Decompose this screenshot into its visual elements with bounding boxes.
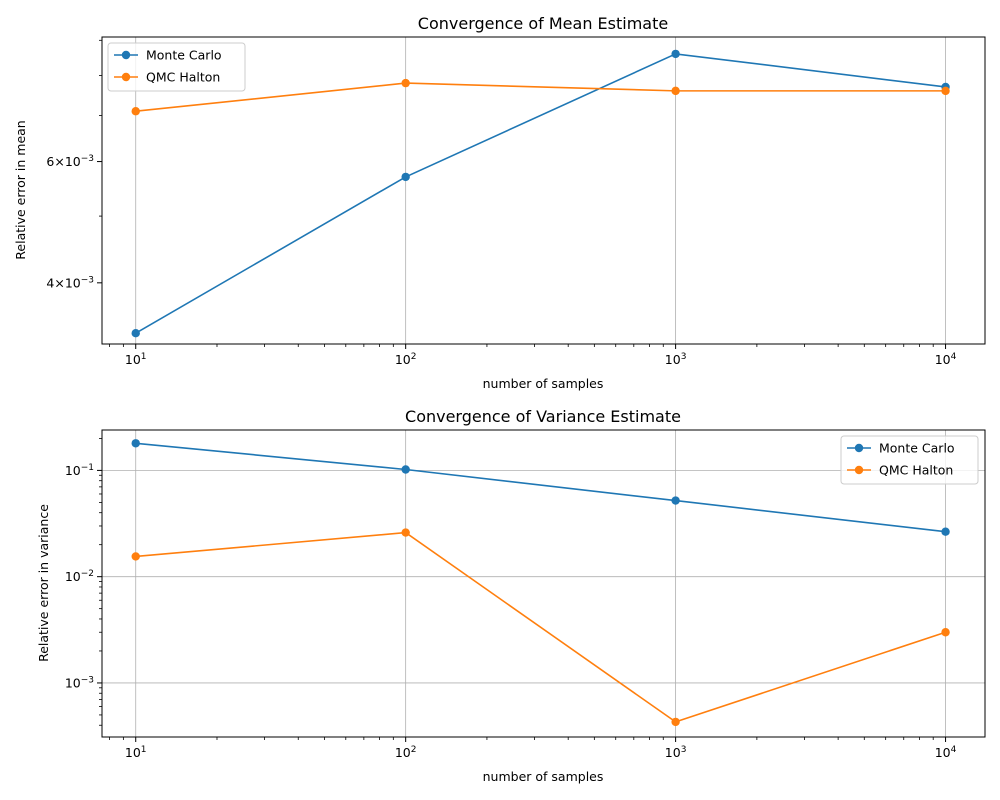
series-line	[135, 442, 946, 533]
legend-box	[107, 42, 246, 92]
x-tick-label: 104	[935, 352, 957, 367]
legend-entry: Monte Carlo	[847, 441, 955, 456]
mean-convergence-chart: Convergence of Mean Estimate number of s…	[13, 14, 986, 391]
y-axis-label: Relative error in variance	[36, 504, 51, 662]
ticks-layer: 101 102 103 104 4×10−3 6×10−3	[46, 39, 957, 367]
data-point	[401, 465, 410, 474]
variance-convergence-chart: Convergence of Variance Estimate number …	[36, 407, 986, 784]
plot-frame	[101, 429, 986, 738]
legend-entry: Monte Carlo	[114, 48, 222, 63]
x-tick-label: 104	[935, 745, 957, 760]
x-tick-label: 103	[665, 745, 687, 760]
x-tick-label: 101	[125, 352, 147, 367]
x-axis-label: number of samples	[483, 376, 604, 391]
legend-entry: QMC Halton	[847, 463, 953, 478]
series-line	[135, 53, 946, 334]
y-axis-label: Relative error in mean	[13, 120, 28, 259]
legend: Monte Carlo QMC Halton	[840, 435, 979, 485]
legend-label: Monte Carlo	[879, 441, 955, 456]
data-point	[671, 86, 680, 96]
legend-swatch-marker	[121, 50, 131, 60]
series-layer	[131, 439, 950, 727]
series-monte-carlo	[131, 439, 950, 536]
data-point	[671, 717, 680, 727]
legend-entry: QMC Halton	[114, 70, 220, 85]
legend-label: QMC Halton	[146, 70, 220, 85]
series-line	[135, 531, 946, 723]
data-point	[131, 439, 140, 448]
x-tick-label: 101	[125, 745, 147, 760]
data-point	[671, 496, 680, 505]
ticks-layer: 101 102 103 104 10−3 10−2 10−1	[65, 438, 957, 760]
x-tick-label: 102	[395, 352, 417, 367]
data-point	[941, 527, 950, 536]
data-point	[671, 49, 680, 59]
series-qmc-halton	[131, 78, 950, 116]
data-point	[401, 172, 410, 182]
series-qmc-halton	[131, 528, 950, 727]
y-tick-label: 4×10−3	[46, 275, 94, 290]
chart-title: Convergence of Mean Estimate	[418, 14, 668, 33]
x-tick-label: 103	[665, 352, 687, 367]
legend-swatch-marker	[854, 465, 864, 475]
data-point	[941, 86, 950, 96]
data-point	[131, 328, 140, 338]
series-line	[135, 82, 946, 113]
y-tick-label: 6×10−3	[46, 154, 94, 169]
legend-box	[840, 435, 979, 485]
data-point	[131, 107, 140, 116]
legend-label: QMC Halton	[879, 463, 953, 478]
plot-frame	[101, 36, 986, 345]
x-axis-label: number of samples	[483, 769, 604, 784]
data-point	[401, 78, 410, 88]
y-tick-label: 10−3	[65, 675, 94, 690]
legend: Monte Carlo QMC Halton	[107, 42, 246, 92]
x-tick-label: 102	[395, 745, 417, 760]
grid-layer	[102, 430, 985, 737]
chart-title: Convergence of Variance Estimate	[405, 407, 681, 426]
series-monte-carlo	[131, 49, 950, 338]
legend-swatch-marker	[121, 72, 131, 82]
data-point	[131, 552, 140, 561]
legend-swatch-marker	[854, 443, 864, 453]
series-layer	[131, 49, 950, 338]
y-tick-label: 10−1	[65, 463, 94, 478]
legend-label: Monte Carlo	[146, 48, 222, 63]
data-point	[941, 628, 950, 637]
y-tick-label: 10−2	[65, 569, 94, 584]
data-point	[401, 528, 410, 537]
